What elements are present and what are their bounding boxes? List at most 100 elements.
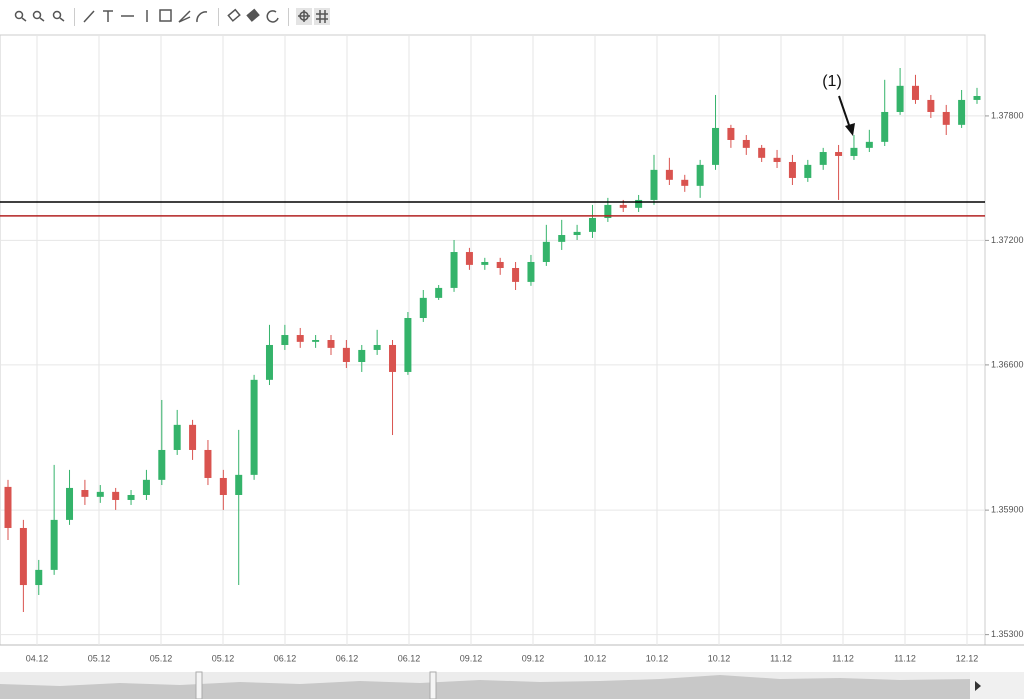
candle-body bbox=[404, 318, 412, 372]
candle-body bbox=[604, 204, 612, 218]
candle-body bbox=[911, 85, 919, 100]
x-tick-label: 05.12 bbox=[212, 653, 235, 663]
refresh-button[interactable] bbox=[266, 10, 279, 23]
candle-body bbox=[189, 424, 197, 450]
candle-body bbox=[958, 99, 966, 125]
candle-body bbox=[481, 261, 489, 265]
candle-body bbox=[927, 99, 935, 112]
navigator-area bbox=[0, 675, 970, 699]
candle-body bbox=[81, 490, 89, 497]
x-tick-label: 11.12 bbox=[770, 653, 792, 663]
candle-body bbox=[681, 179, 689, 186]
toolbar-icons bbox=[14, 8, 330, 26]
candle-body bbox=[573, 231, 581, 236]
candle-body bbox=[312, 340, 320, 342]
erase-all-button[interactable] bbox=[246, 8, 260, 22]
candle-body bbox=[850, 147, 858, 156]
candle-body bbox=[265, 344, 273, 380]
candle-body bbox=[896, 85, 904, 112]
y-tick-label: 1.36600 bbox=[991, 359, 1024, 369]
candle-body bbox=[66, 487, 74, 520]
candle-body bbox=[696, 164, 704, 186]
candle-body bbox=[389, 344, 397, 372]
candle-body bbox=[296, 335, 304, 342]
annotation-arrow bbox=[838, 95, 855, 136]
candle-body bbox=[465, 252, 473, 265]
candle-body bbox=[173, 424, 181, 450]
navigator bbox=[0, 671, 1024, 699]
x-tick-label: 11.12 bbox=[894, 653, 916, 663]
x-tick-label: 10.12 bbox=[646, 653, 669, 663]
candle-body bbox=[358, 349, 366, 362]
candle-body bbox=[342, 347, 350, 362]
candle-body bbox=[881, 111, 889, 142]
candle-body bbox=[327, 340, 335, 348]
x-tick-label: 05.12 bbox=[88, 653, 111, 663]
candle-body bbox=[758, 147, 766, 158]
candle-body bbox=[4, 486, 12, 528]
x-tick-label: 11.12 bbox=[832, 653, 854, 663]
candle-body bbox=[527, 261, 535, 282]
x-tick-label: 12.12 bbox=[956, 653, 979, 663]
x-tick-label: 05.12 bbox=[150, 653, 173, 663]
candle-body bbox=[512, 268, 520, 282]
grid-button[interactable] bbox=[314, 8, 330, 25]
candle-body bbox=[819, 152, 827, 165]
candle-body bbox=[650, 169, 658, 200]
fan-button[interactable] bbox=[178, 10, 191, 23]
candle-body bbox=[727, 127, 735, 140]
y-tick-label: 1.37800 bbox=[991, 110, 1024, 120]
y-tick-label: 1.35900 bbox=[991, 505, 1024, 515]
candle-body bbox=[19, 527, 27, 586]
candle-body bbox=[619, 204, 627, 208]
eraser-button[interactable] bbox=[227, 8, 241, 22]
candles bbox=[0, 67, 985, 613]
plot-frame bbox=[0, 34, 986, 646]
candle-body bbox=[804, 164, 812, 178]
text-button[interactable] bbox=[103, 10, 113, 22]
scroll-right-button[interactable] bbox=[975, 681, 981, 691]
annotation: (1) bbox=[822, 73, 842, 90]
candle-body bbox=[435, 287, 443, 298]
candle-body bbox=[204, 449, 212, 478]
candle-body bbox=[235, 474, 243, 495]
candle-body bbox=[142, 479, 150, 495]
zoom-in-button[interactable] bbox=[14, 10, 27, 22]
x-tick-label: 06.12 bbox=[398, 653, 421, 663]
y-tick-label: 1.37200 bbox=[991, 235, 1024, 245]
fibonacci-button[interactable] bbox=[159, 9, 172, 22]
zoom-out-button[interactable] bbox=[32, 10, 45, 22]
candle-body bbox=[773, 157, 781, 162]
candle-body bbox=[127, 494, 135, 500]
candle-body bbox=[973, 96, 981, 100]
candle-body bbox=[742, 139, 750, 148]
candle-body bbox=[835, 152, 843, 156]
arc-button[interactable] bbox=[196, 11, 208, 23]
candle-body bbox=[788, 161, 796, 178]
x-tick-label: 10.12 bbox=[708, 653, 731, 663]
navigator-handle[interactable] bbox=[429, 671, 437, 699]
candle-body bbox=[712, 127, 720, 165]
y-tick-label: 1.35300 bbox=[991, 629, 1024, 639]
candle-body bbox=[219, 477, 227, 495]
candle-body bbox=[496, 261, 504, 269]
candle-body bbox=[112, 491, 120, 500]
candle-body bbox=[942, 111, 950, 125]
candle-body bbox=[250, 379, 258, 475]
candle-body bbox=[281, 335, 289, 345]
candle-body bbox=[542, 241, 550, 262]
candle-body bbox=[96, 491, 104, 497]
toolbar bbox=[0, 0, 1024, 34]
grid-icon bbox=[316, 10, 328, 23]
candle-body bbox=[865, 141, 873, 148]
candle-body bbox=[419, 297, 427, 319]
navigator-handle[interactable] bbox=[195, 671, 203, 699]
candle-body bbox=[158, 449, 166, 480]
candle-body bbox=[665, 169, 673, 180]
candle-body bbox=[50, 519, 58, 570]
zoom-reset-button[interactable] bbox=[52, 10, 65, 22]
trend-line-button[interactable] bbox=[83, 10, 95, 23]
x-tick-label: 04.12 bbox=[26, 653, 49, 663]
